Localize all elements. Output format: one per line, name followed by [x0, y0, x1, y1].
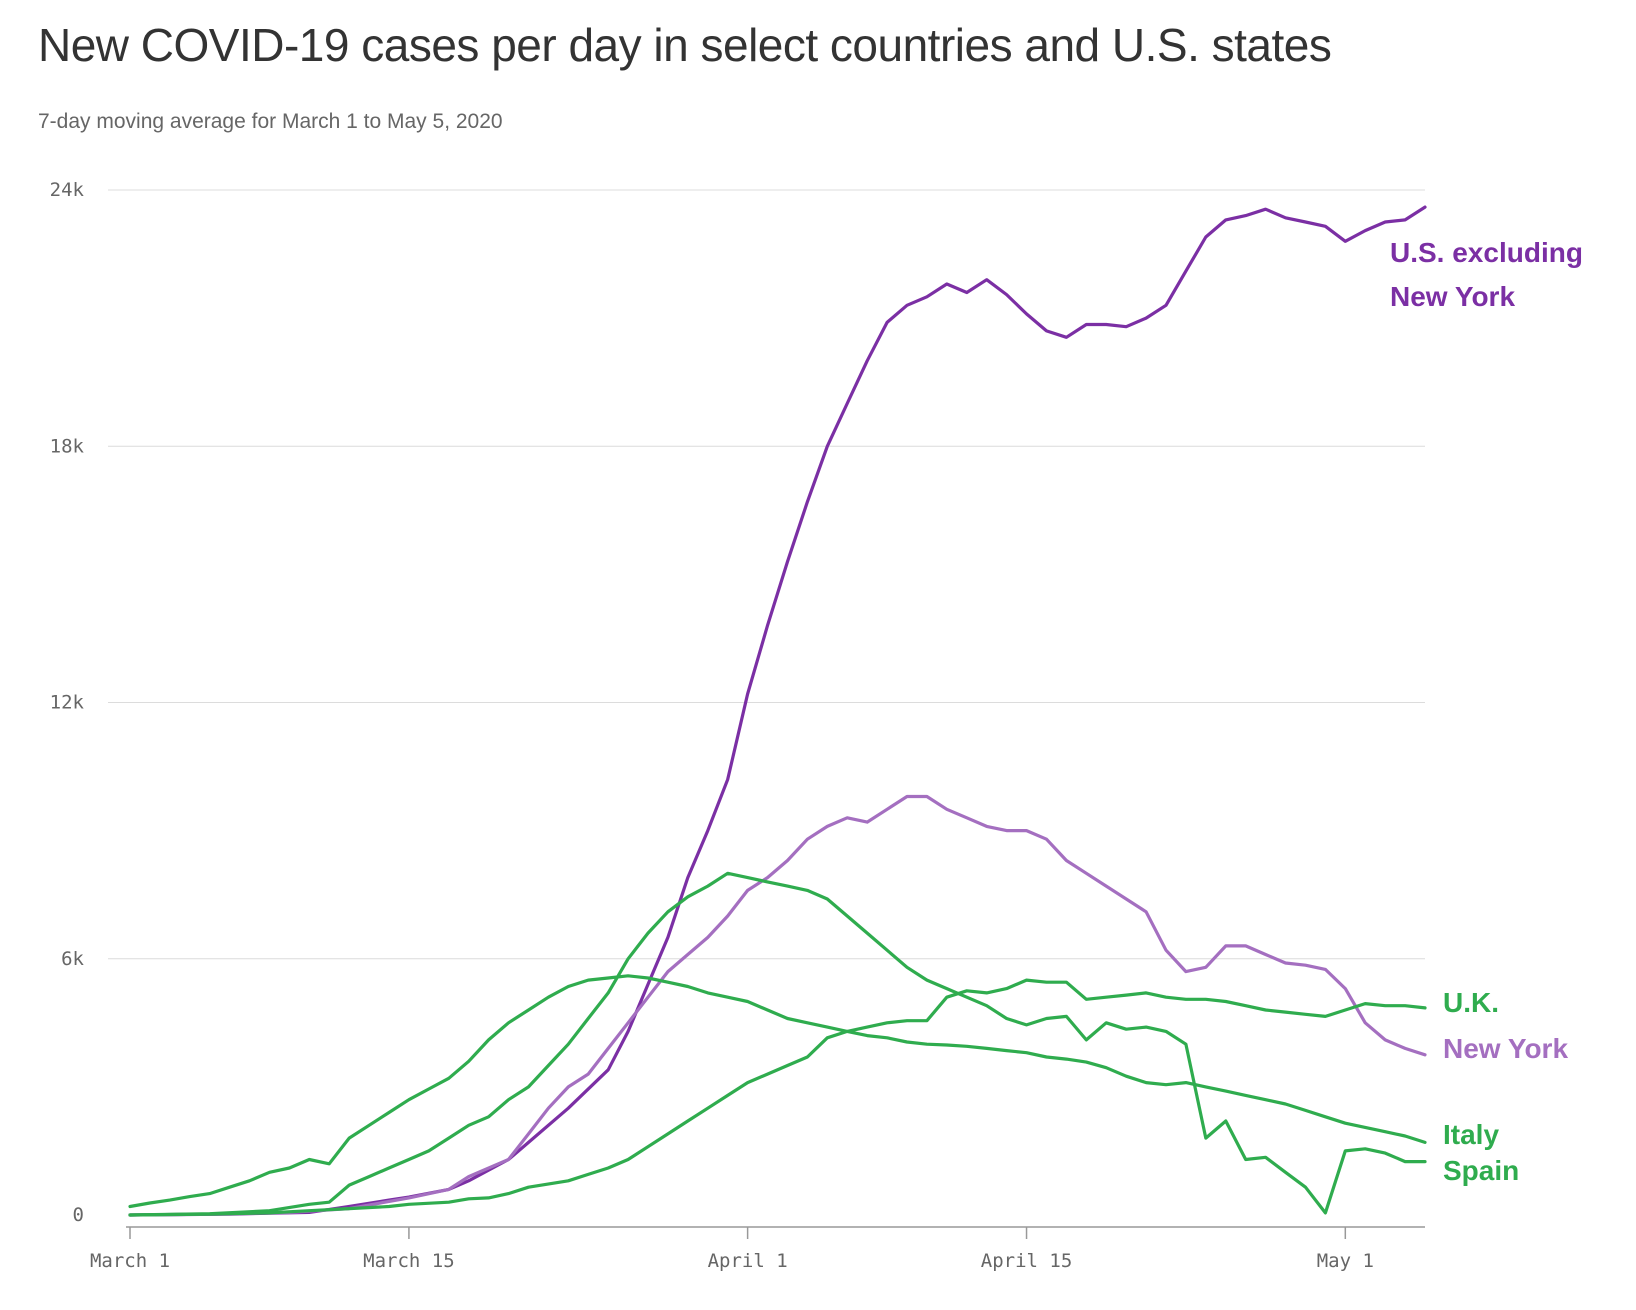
series-label-u-s-excluding-new-york: New York: [1390, 281, 1515, 312]
series-label-spain: Spain: [1443, 1155, 1519, 1186]
series-line-spain: [128, 871, 1427, 1217]
series-label-u-k: U.K.: [1443, 987, 1499, 1018]
series-line-u-k: [128, 978, 1427, 1217]
chart-subtitle: 7-day moving average for March 1 to May …: [38, 110, 503, 133]
y-tick-label: 24k: [50, 179, 85, 201]
series-lines: [128, 205, 1427, 1217]
series-label-italy: Italy: [1443, 1119, 1499, 1150]
y-tick-label: 0: [73, 1204, 84, 1226]
y-tick-label: 6k: [61, 948, 84, 970]
y-axis-ticks: 0 6k 12k 18k 24k: [50, 179, 85, 1226]
x-tick-label: April 1: [708, 1250, 788, 1272]
series-label-u-s-excluding-new-york: U.S. excluding: [1390, 237, 1583, 268]
series-labels: U.S. excluding New York New York Italy Spain…: [1390, 237, 1583, 1186]
series-line-new-york: [128, 794, 1427, 1217]
x-tick-label: April 15: [981, 1250, 1073, 1272]
y-tick-label: 18k: [50, 435, 85, 457]
x-axis: March 1 March 15 April 1 April 15 May 1: [90, 1226, 1425, 1272]
x-tick-label: May 1: [1317, 1250, 1374, 1272]
x-tick-label: March 15: [363, 1250, 455, 1272]
series-line-italy: [128, 974, 1427, 1209]
y-tick-label: 12k: [50, 692, 85, 714]
x-tick-label: March 1: [90, 1250, 170, 1272]
chart-title: New COVID-19 cases per day in select cou…: [38, 19, 1332, 71]
series-line-u-s-excluding-new-york: [128, 205, 1427, 1217]
gridlines: [108, 189, 1425, 960]
series-label-new-york: New York: [1443, 1033, 1568, 1064]
